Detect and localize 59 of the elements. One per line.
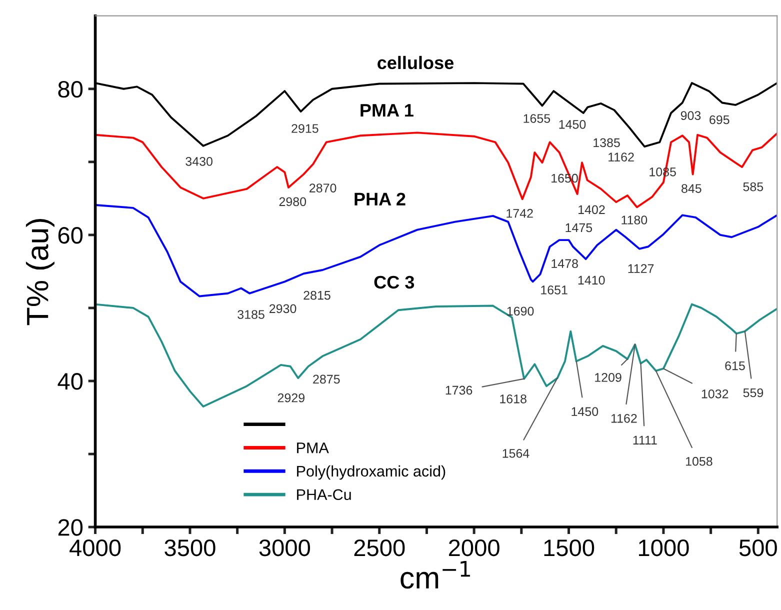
- x-tick-label: 2000: [448, 539, 500, 556]
- annotation: 2915: [292, 124, 318, 133]
- legend-label: PHA-Cu: [297, 489, 351, 500]
- annotation: 695: [710, 115, 730, 124]
- annotation: 1651: [541, 286, 568, 294]
- annotation: 1162: [608, 152, 634, 162]
- annotation: 559: [743, 388, 764, 398]
- annotation: 2930: [270, 304, 296, 314]
- annotation: cellulose: [378, 56, 454, 70]
- annotation: 1736: [446, 386, 472, 395]
- annotation: 1478: [552, 259, 578, 268]
- x-tick-label: 1000: [639, 539, 689, 556]
- annotation: 1655: [524, 114, 550, 123]
- x-tick-label: 3000: [259, 539, 310, 556]
- annotation: 1058: [686, 456, 712, 466]
- annotation: 2815: [304, 290, 330, 300]
- annotation: 1475: [566, 223, 592, 232]
- annotation: 1450: [559, 120, 586, 129]
- annotation: PHA 2: [354, 192, 406, 206]
- annotation: 1209: [595, 373, 622, 382]
- annotation: 1180: [622, 216, 648, 224]
- x-axis-title: cm$^{−1}$: [400, 561, 470, 589]
- line-series: [95, 303, 778, 408]
- y-tick-label: 40: [58, 373, 83, 390]
- annotation: 2875: [313, 374, 340, 384]
- annotation: 585: [743, 182, 764, 192]
- x-tick-label: 4000: [70, 539, 121, 556]
- annotation: 2980: [279, 197, 306, 206]
- x-tick-label: 3500: [164, 539, 216, 556]
- annotation: PMA 1: [360, 104, 414, 117]
- annotation: 1564: [502, 448, 530, 458]
- annotation: 1742: [506, 208, 533, 218]
- legend-label: PMA: [297, 442, 329, 454]
- annotation: 615: [725, 361, 745, 370]
- annotation: 1162: [611, 414, 637, 423]
- annotation: 903: [680, 111, 701, 120]
- y-tick-label: 80: [58, 80, 83, 98]
- annotation: 1111: [633, 436, 657, 444]
- annotation: CC 3: [374, 276, 414, 289]
- annotation: 845: [682, 184, 702, 193]
- annotation: 1127: [628, 264, 654, 273]
- annotation: 1032: [702, 389, 728, 398]
- annotation: 1385: [594, 138, 620, 148]
- y-axis-title: T% (au): [26, 219, 54, 326]
- annotation: 1410: [578, 276, 605, 285]
- x-tick-label: 2500: [354, 539, 405, 556]
- y-tick-label: 60: [58, 227, 83, 244]
- annotation: 2929: [278, 393, 304, 402]
- annotation: 1450: [572, 407, 598, 416]
- annotation: 1618: [500, 394, 526, 404]
- legend-label: Poly(hydroxamic acid): [297, 465, 446, 480]
- y-tick-label: 20: [58, 519, 83, 536]
- annotation: 1690: [507, 306, 534, 316]
- x-tick-label: 500: [739, 539, 777, 556]
- annotation: 3430: [186, 157, 212, 166]
- annotation: 2870: [310, 184, 336, 192]
- annotation: 1402: [578, 205, 605, 214]
- x-tick-label: 1500: [544, 539, 594, 556]
- annotation: 3185: [238, 310, 264, 319]
